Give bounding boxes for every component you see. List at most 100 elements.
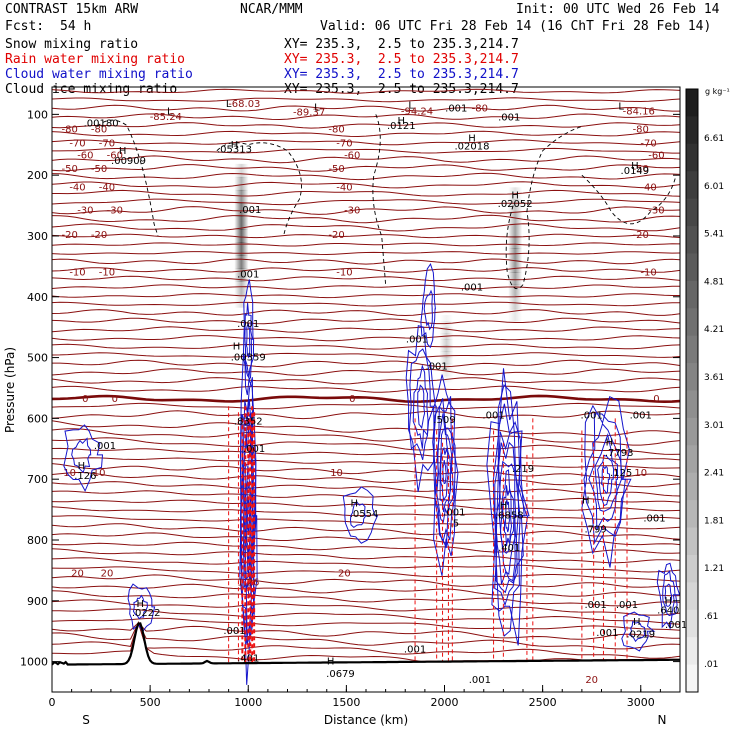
cloud-ice-contour [372,114,387,285]
colorbar-level-label: 4.21 [704,325,724,335]
isotherm-line [52,122,680,129]
annotation-label: .6858 [495,511,524,522]
snow-column-2-band [439,357,454,365]
isotherm-label: -50 [91,164,107,175]
snow-column-1-band [508,260,523,273]
isotherm-label: -70 [69,139,85,150]
isotherm-line [52,251,680,256]
isotherm-line [52,164,680,172]
isotherm-line [52,515,680,530]
axes: 0 500 1000 1500 2000 2500 30001002003004005006… [20,108,681,709]
cloud-water-contour [423,289,433,331]
snow-column-1-band [508,235,523,249]
isotherm-line [52,472,680,488]
annotation-label: .001 [596,628,618,639]
contour-annotations: L-68.03L-85.24L-89.37L-94.24.001 -80.001L… [74,99,687,686]
annotation-label: H [633,617,641,628]
cloud-water-contour [71,437,92,474]
annotation-label: H [398,116,406,127]
x-tick-label: 500 [140,696,161,709]
isotherm-line [52,608,680,625]
isotherm-line [52,206,680,215]
field-xy-cloud-water: XY= 235.3, 2.5 to 235.3,214.7 [284,67,519,82]
isotherm-line [52,214,680,224]
x-tick-label: 2500 [529,696,557,709]
cloud-water-contour [498,460,517,576]
y-tick-label: 600 [27,412,48,425]
annotation-label: -85.24 [150,112,182,123]
isotherm-label: -50 [61,164,77,175]
isotherm-label: -20 [633,230,649,241]
isotherm-label: -30 [77,205,93,216]
colorbar-swatch [686,637,698,666]
colorbar-swatch [686,664,698,693]
annotation-label: L [167,106,173,117]
colorbar-swatch [686,445,698,474]
isotherm-line [52,548,680,564]
colorbar-level-label: 3.61 [704,373,724,383]
colorbar-swatch [686,554,698,583]
center-label: NCAR/MMM [240,2,303,17]
field-name-snow: Snow mixing ratio [5,37,139,52]
isotherm-label: -40 [336,182,352,193]
colorbar-unit: g kg⁻¹ [705,87,730,96]
isotherm-label: 10 [93,468,106,479]
cloud-water-contour [621,611,656,652]
x-end-label-north: N [658,713,667,727]
snow-column-0-band [234,163,249,178]
annotation-label: H [137,599,145,610]
colorbar-swatch [686,116,698,145]
annotation-label: L [618,101,624,112]
annotation-label: .001 [584,600,606,611]
colorbar-swatch [686,89,698,117]
isotherm-label: -80 [328,125,344,136]
cloud-water-contour [656,562,680,630]
cloud-water-contour [494,384,528,637]
y-tick-label: 500 [27,352,48,365]
snow-column-0-band [234,189,249,204]
colorbar-swatch [686,609,698,638]
annotation-label: .0121 [387,121,416,132]
annotation-label: H [500,500,508,511]
isotherm-line [52,463,680,479]
cloud-water-contour [349,500,367,529]
isotherm-line [52,481,680,497]
isotherm-line [52,621,680,659]
y-tick-label: 800 [27,534,48,547]
annotation-label: .001 [630,410,652,421]
colorbar-swatch [686,253,698,282]
isotherm-line [52,293,680,299]
annotation-label: .5 [450,519,460,530]
cloud-water-contour [63,424,104,493]
isotherm-label: -10 [99,267,115,278]
snow-column-1-band [508,308,523,322]
isotherm-label: -60 [107,151,123,162]
field-name-cloud-water: Cloud water mixing ratio [5,67,193,82]
colorbar-level-label: 2.41 [704,469,724,479]
annotation-label: .001 [239,205,261,216]
annotation-label: .001 [404,644,426,655]
cloud-water-contour [594,433,619,512]
cloud-water-contour [439,427,452,512]
isotherm-line [52,437,680,455]
isotherm-label: -40 [640,182,656,193]
colorbar-level-label: .61 [704,612,718,622]
colorbar-swatch [686,390,698,419]
snow-column-2-band [439,345,454,352]
cloud-water-contour [420,262,436,349]
colorbar-frame [685,88,699,693]
annotation-label: H [582,496,590,507]
isotherm-label: 20 [71,568,84,579]
isotherm-line [52,377,680,385]
field-name-rain: Rain water mixing ratio [5,52,186,67]
snow-column-1-band [508,248,523,261]
isotherm-line [52,147,680,154]
isotherm-line [52,97,680,103]
annotation-label: .001 [406,334,428,345]
isotherm-label: -50 [633,164,649,175]
y-axis-title: Pressure (hPa) [3,347,17,433]
isotherm-line [52,590,680,607]
field-name-cloud-ice: Cloud ice mixing ratio [5,82,178,97]
annotation-label: 1.26 [237,578,259,589]
isotherm-label: -70 [336,139,352,150]
